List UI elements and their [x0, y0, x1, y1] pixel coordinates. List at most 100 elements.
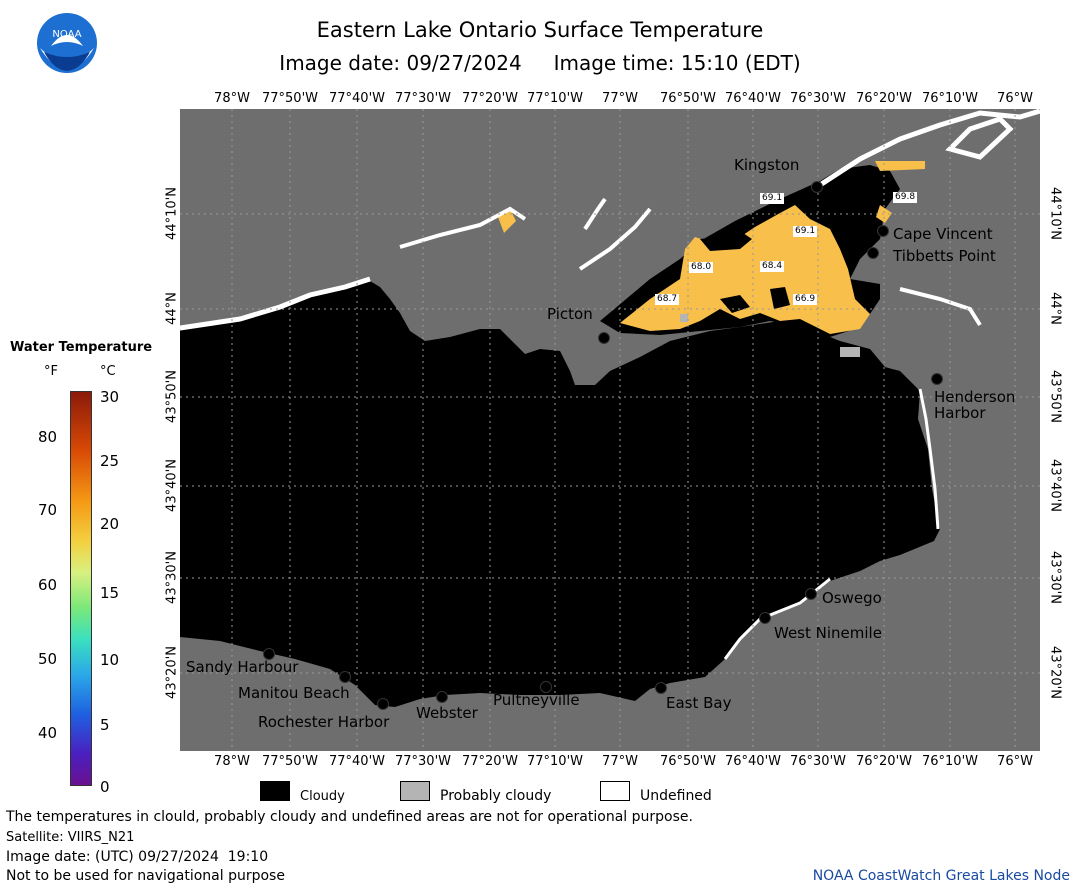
operational-warning: The temperatures in clould, probably clo…: [6, 809, 693, 825]
longitude-label: 77°50'W: [261, 91, 318, 106]
latitude-label: 43°50'N: [164, 370, 180, 423]
place-label: Picton: [547, 305, 593, 323]
probably-cloudy-swatch: [400, 781, 430, 801]
lake-cloud-area: [180, 281, 940, 707]
image-date: Image date: 09/27/2024: [279, 51, 522, 75]
longitude-label: 77°40'W: [328, 91, 385, 106]
temperature-reading: 66.9: [793, 294, 818, 305]
longitude-label: 76°50'W: [659, 754, 716, 769]
noaa-logo: NOAA: [37, 13, 97, 73]
place-label: Manitou Beach: [238, 684, 350, 702]
longitude-label: 76°W: [997, 754, 1033, 769]
place-marker: [263, 648, 275, 660]
latitude-label: 43°40'N: [164, 459, 180, 512]
place-marker: [805, 588, 817, 600]
image-time: Image time: 15:10 (EDT): [553, 51, 801, 75]
latitude-label: 44°N: [164, 292, 180, 325]
temperature-reading: 68.7: [655, 294, 680, 305]
page-title: Eastern Lake Ontario Surface Temperature: [316, 18, 764, 42]
place-label: Cape Vincent: [893, 225, 993, 243]
place-marker: [655, 682, 667, 694]
fahrenheit-tick: 80: [38, 428, 58, 446]
place-marker: [759, 612, 771, 624]
undefined-swatch: [600, 781, 630, 801]
image-datetime: Image date: 09/27/2024 Image time: 15:10…: [0, 51, 1080, 75]
place-marker: [598, 332, 610, 344]
place-label: Pultneyville: [493, 691, 580, 709]
fahrenheit-tick: 50: [38, 650, 58, 668]
place-marker: [867, 247, 879, 259]
place-marker: [540, 681, 552, 693]
celsius-tick: 25: [100, 452, 120, 470]
place-label: Rochester Harbor: [258, 713, 390, 731]
undefined-shoreline: [180, 276, 371, 331]
longitude-label: 77°40'W: [328, 754, 385, 769]
longitude-label: 78°W: [214, 754, 250, 769]
place-label: Harbor: [934, 404, 986, 422]
longitude-label: 77°W: [602, 754, 638, 769]
fahrenheit-tick: 60: [38, 576, 58, 594]
longitude-label: 76°30'W: [789, 754, 846, 769]
latitude-label: 44°10'N: [164, 187, 180, 240]
navigation-warning: Not to be used for navigational purpose: [6, 868, 285, 884]
temperature-map: [180, 109, 1040, 751]
cloudy-swatch: [260, 781, 290, 801]
longitude-label: 76°50'W: [659, 91, 716, 106]
probably-cloudy-label: Probably cloudy: [440, 788, 552, 804]
unit-fahrenheit: °F: [44, 364, 58, 379]
celsius-tick: 20: [100, 515, 120, 533]
longitude-label: 77°50'W: [261, 754, 318, 769]
place-label: East Bay: [666, 694, 732, 712]
place-label: Sandy Harbour: [186, 658, 299, 676]
latitude-label: 43°30'N: [164, 551, 180, 604]
latitude-label: 44°10'N: [1047, 187, 1063, 240]
place-marker: [436, 691, 448, 703]
place-label: Henderson: [934, 388, 1016, 406]
celsius-tick: 15: [100, 584, 120, 602]
longitude-label: 77°10'W: [526, 91, 583, 106]
color-scale-bar: [70, 391, 92, 786]
longitude-label: 76°40'W: [724, 754, 781, 769]
longitude-label: 77°10'W: [526, 754, 583, 769]
celsius-tick: 30: [100, 388, 120, 406]
celsius-tick: 5: [100, 716, 110, 734]
longitude-label: 78°W: [214, 91, 250, 106]
latitude-label: 43°30'N: [1047, 551, 1063, 604]
temperature-reading: 68.4: [760, 261, 785, 272]
longitude-label: 76°10'W: [921, 754, 978, 769]
longitude-label: 76°40'W: [724, 91, 781, 106]
place-marker: [339, 671, 351, 683]
temperature-reading: 69.8: [893, 192, 918, 203]
place-marker: [877, 225, 889, 237]
longitude-label: 77°20'W: [461, 91, 518, 106]
place-label: West Ninemile: [774, 624, 882, 642]
longitude-label: 77°30'W: [394, 754, 451, 769]
logo-text: NOAA: [52, 29, 81, 40]
fahrenheit-tick: 40: [38, 724, 58, 742]
place-marker: [377, 698, 389, 710]
lat-lon-grid: [180, 109, 1040, 751]
longitude-label: 77°30'W: [394, 91, 451, 106]
cloudy-label: Cloudy: [300, 789, 345, 804]
credit: NOAA CoastWatch Great Lakes Node: [812, 868, 1070, 884]
undefined-label: Undefined: [640, 788, 712, 804]
fahrenheit-tick: 70: [38, 501, 58, 519]
latitude-label: 44°N: [1047, 292, 1063, 325]
temperature-reading: 68.0: [689, 262, 714, 273]
place-label: Tibbetts Point: [893, 247, 996, 265]
latitude-label: 43°20'N: [164, 646, 180, 699]
longitude-label: 77°20'W: [461, 754, 518, 769]
longitude-label: 76°W: [997, 91, 1033, 106]
longitude-label: 77°W: [602, 91, 638, 106]
place-label: Webster: [416, 704, 478, 722]
celsius-tick: 10: [100, 651, 120, 669]
place-label: Kingston: [734, 156, 800, 174]
longitude-label: 76°10'W: [921, 91, 978, 106]
temperature-reading: 69.1: [793, 226, 818, 237]
celsius-tick: 0: [100, 778, 110, 796]
longitude-label: 76°20'W: [855, 91, 912, 106]
temperature-reading: 69.1: [760, 193, 785, 204]
latitude-label: 43°20'N: [1047, 646, 1063, 699]
satellite-info: Satellite: VIIRS_N21: [6, 830, 135, 845]
place-marker: [931, 373, 943, 385]
